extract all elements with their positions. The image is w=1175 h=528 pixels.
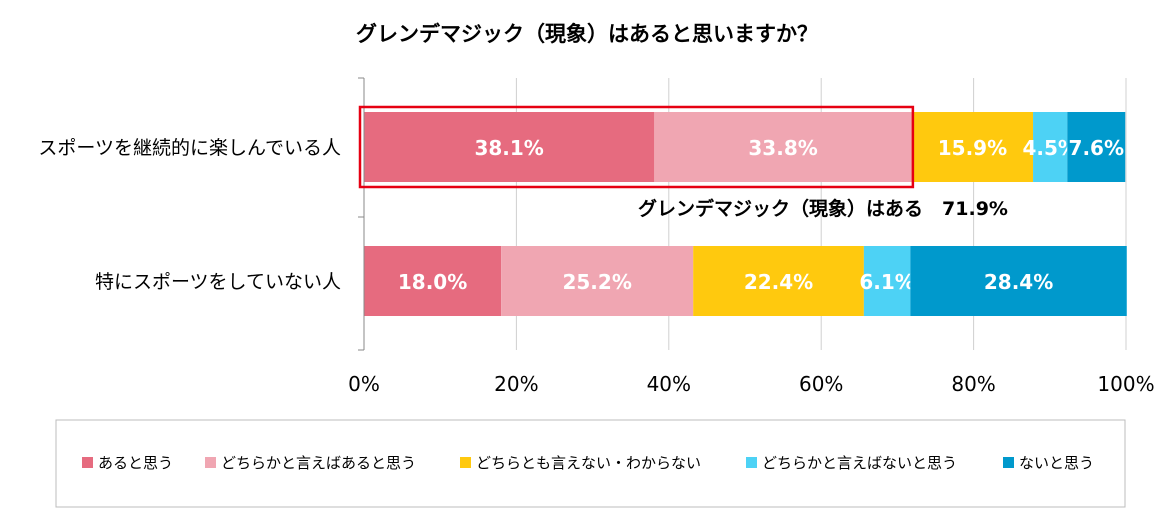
bar-segment — [863, 246, 911, 316]
bars: 38.1% 33.8% 15.9% 4.5%7.6%18.0% 25.2% 22.4% 6.… — [364, 112, 1127, 316]
bar-segment — [1067, 112, 1126, 182]
data-label: 6.1% — [859, 270, 914, 294]
data-label: 22.4% — [744, 270, 813, 294]
legend-swatch — [1003, 457, 1014, 468]
legend-swatch — [746, 457, 757, 468]
legend-entry: どちらとも言えない・わからない — [476, 454, 701, 472]
legend-frame — [55, 419, 1126, 508]
bar-segment — [364, 246, 502, 316]
annotation-text: グレンデマジック（現象）はある 71.9% — [638, 197, 1008, 220]
legend-swatch — [460, 457, 471, 468]
bar-segment — [693, 246, 864, 316]
bar-segment — [1033, 112, 1068, 182]
data-label: 15.9% — [938, 136, 1007, 160]
legend: あると思う どちらかと言えばあると思う どちらとも言えない・わからない どちらかと言え… — [55, 419, 1126, 508]
legend-entry: あると思う — [98, 454, 173, 472]
highlight-box — [358, 105, 915, 189]
bar-segment — [364, 112, 655, 182]
legend-entry: どちらかと言えばあると思う — [221, 454, 416, 472]
data-label: 28.4% — [984, 270, 1053, 294]
annotation: グレンデマジック（現象）はある 71.9% — [358, 105, 1008, 220]
x-tick-label: 100% — [1097, 372, 1154, 396]
legend-swatch — [82, 457, 93, 468]
category-label: 特にスポーツをしていない人 — [95, 271, 341, 293]
x-tick-label: 20% — [494, 372, 538, 396]
chart-title: グレンデマジック（現象）はあると思いますか？ — [356, 22, 818, 46]
data-label: 25.2% — [562, 270, 631, 294]
x-tick-label: 80% — [951, 372, 995, 396]
x-tick-label: 40% — [647, 372, 691, 396]
bar-segment — [501, 246, 694, 316]
legend-swatch — [205, 457, 216, 468]
category-label: スポーツを継続的に楽しんでいる人 — [38, 137, 341, 159]
x-tick-label: 60% — [799, 372, 843, 396]
data-label: 18.0% — [398, 270, 467, 294]
legend-entry: どちらかと言えばないと思う — [762, 454, 957, 472]
x-tick-label: 0% — [348, 372, 380, 396]
data-label: 38.1% — [474, 136, 543, 160]
bar-segment — [910, 246, 1127, 316]
bar-segment — [654, 112, 912, 182]
bar-segment — [911, 112, 1034, 182]
data-label: 7.6% — [1069, 136, 1124, 160]
legend-entry: ないと思う — [1019, 454, 1094, 472]
data-label: 33.8% — [748, 136, 817, 160]
axes: 0% 20% 40% 60% 80% 100% スポーツを継続的に楽しんでいる人特にスポーツ… — [38, 77, 1155, 396]
